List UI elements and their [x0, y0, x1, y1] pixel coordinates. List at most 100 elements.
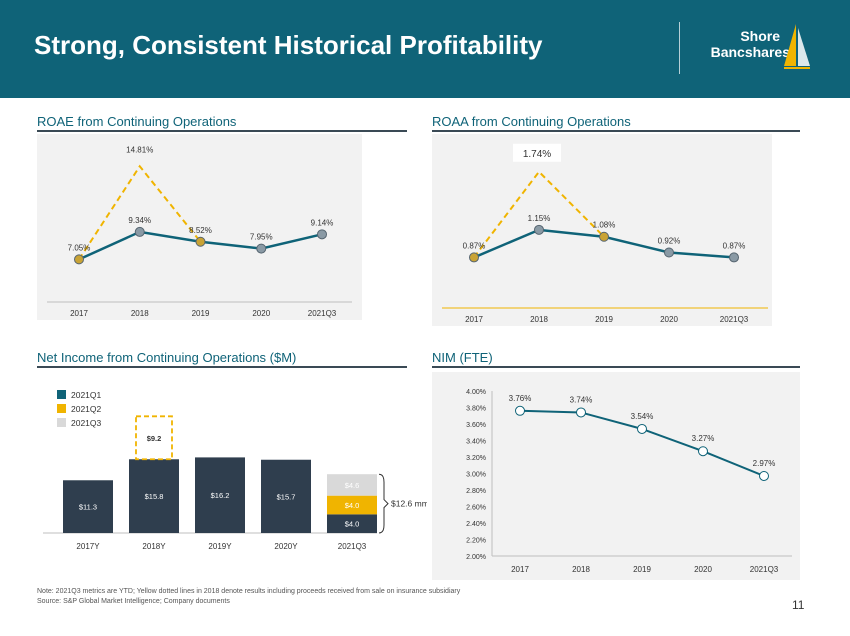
data-label: 3.76%: [509, 394, 532, 403]
y-tick-label: 3.60%: [466, 422, 486, 429]
x-tick-label: 2017: [70, 309, 88, 318]
bar: [63, 480, 113, 533]
data-point: [256, 243, 267, 254]
data-label: $15.8: [145, 492, 164, 501]
data-point: [729, 252, 739, 263]
data-label: $4.0: [345, 501, 360, 510]
data-label: 3.27%: [692, 434, 715, 443]
x-tick-label: 2021Q3: [750, 565, 779, 574]
logo-line-2: Bancshares: [710, 44, 790, 60]
data-point: [534, 224, 544, 235]
legend-swatch: [57, 390, 66, 399]
legend-label: 2021Q2: [71, 404, 102, 414]
y-tick-label: 3.80%: [466, 406, 486, 413]
y-tick-label: 2.80%: [466, 488, 486, 495]
x-tick-label: 2018Y: [142, 542, 166, 551]
data-label: 1.08%: [593, 221, 616, 230]
legend-swatch: [57, 418, 66, 427]
peak-label-box: [513, 143, 561, 162]
data-label: $4.0: [345, 520, 360, 529]
data-label: 8.52%: [189, 226, 212, 235]
legend-label: 2021Q3: [71, 418, 102, 428]
data-label: $16.2: [211, 491, 230, 500]
data-point: [515, 405, 525, 416]
y-tick-label: 2.00%: [466, 554, 486, 561]
x-tick-label: 2021Q3: [720, 315, 749, 324]
x-tick-label: 2019: [633, 565, 651, 574]
data-label: $4.6: [345, 481, 360, 490]
data-point: [664, 247, 674, 258]
page-number: 11: [792, 598, 805, 612]
nim-title-rule: [432, 366, 800, 368]
bar: [261, 459, 311, 533]
x-tick-label: 2017: [465, 315, 483, 324]
dotted-extra-label: $9.2: [147, 434, 162, 443]
y-tick-label: 3.40%: [466, 439, 486, 446]
bar: [129, 459, 179, 533]
data-label: 1.15%: [528, 214, 551, 223]
data-label: 9.34%: [128, 216, 151, 225]
data-point: [195, 236, 206, 247]
data-point: [576, 407, 586, 418]
x-tick-label: 2019: [192, 309, 210, 318]
legend-label: 2021Q1: [71, 390, 102, 400]
data-point: [698, 446, 708, 457]
peak-data-label: 1.74%: [523, 149, 551, 160]
x-tick-label: 2017Y: [76, 542, 100, 551]
x-tick-label: 2021Q3: [308, 309, 337, 318]
x-tick-label: 2017: [511, 565, 529, 574]
data-point: [469, 252, 479, 263]
x-tick-label: 2021Q3: [338, 542, 367, 551]
dotted-extra-box: [135, 415, 173, 461]
data-label: 2.97%: [753, 459, 776, 468]
peak-data-label: 14.81%: [126, 145, 153, 154]
footnote: Note: 2021Q3 metrics are YTD; Yellow dot…: [37, 588, 461, 595]
data-point: [599, 231, 609, 242]
roae-section-title: ROAE from Continuing Operations: [37, 114, 237, 129]
y-tick-label: 2.60%: [466, 505, 486, 512]
y-tick-label: 3.00%: [466, 472, 486, 479]
stacked-bar-segment: [327, 495, 377, 515]
roaa-chart-panel: [432, 134, 772, 326]
nim-section-title: NIM (FTE): [432, 350, 493, 365]
data-label: 0.92%: [658, 236, 681, 245]
page-title: Strong, Consistent Historical Profitabil…: [34, 30, 543, 60]
roae-title-rule: [37, 130, 407, 132]
y-tick-label: 4.00%: [466, 389, 486, 396]
header-divider: [679, 22, 680, 74]
data-label: 3.54%: [631, 412, 654, 421]
data-point: [134, 226, 145, 237]
ytd-bracket: [378, 473, 389, 534]
roaa-title-rule: [432, 130, 800, 132]
data-point: [317, 229, 327, 240]
roaa-section-title: ROAA from Continuing Operations: [432, 114, 631, 129]
x-tick-label: 2018: [572, 565, 590, 574]
bar: [195, 457, 245, 533]
stacked-bar-segment: [327, 514, 377, 533]
data-label: $15.7: [277, 492, 296, 501]
legend-swatch: [57, 404, 66, 413]
logo-line-1: Shore: [740, 28, 780, 44]
data-label: $11.3: [79, 503, 97, 512]
nim-chart-panel: [432, 372, 800, 580]
data-label: 7.05%: [68, 243, 91, 252]
data-label: 0.87%: [463, 241, 486, 250]
stacked-bar-segment: [327, 474, 377, 496]
x-tick-label: 2020: [660, 315, 678, 324]
x-tick-label: 2020: [252, 309, 270, 318]
data-point: [759, 470, 769, 481]
x-tick-label: 2019Y: [208, 542, 232, 551]
roae-chart-panel: [37, 134, 362, 320]
dotted-peak-line: [473, 170, 605, 259]
x-tick-label: 2020Y: [274, 542, 298, 551]
sailboat-logo-icon: [784, 24, 810, 69]
source-note: Source: S&P Global Market Intelligence; …: [37, 598, 230, 605]
net-income-section-title: Net Income from Continuing Operations ($…: [37, 350, 297, 365]
roae-chart: 2017 2018 2019 2020 2021Q3 14.81% 7.05% 9.34% 8.…: [47, 145, 352, 318]
y-tick-label: 2.20%: [466, 538, 486, 545]
data-label: 0.87%: [723, 241, 746, 250]
data-label: 3.74%: [570, 395, 593, 404]
dotted-peak-line: [78, 164, 202, 260]
data-label: 9.14%: [311, 218, 334, 227]
x-tick-label: 2018: [131, 309, 149, 318]
